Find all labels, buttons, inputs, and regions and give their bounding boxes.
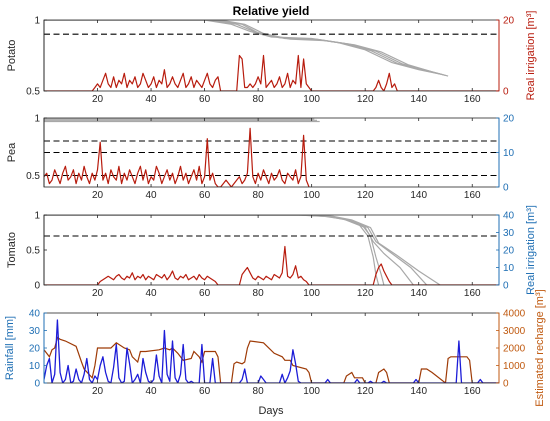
x-tick-label-pea-60: 60 [199,190,211,201]
plot-area-pea [44,118,499,187]
y-right-tick-label-rain-2000: 2000 [503,344,526,355]
x-tick-label-rain-80: 80 [253,386,265,397]
x-tick-label-pea-80: 80 [253,190,265,201]
y-right-tick-label-rain-1000: 1000 [503,361,526,372]
x-tick-label-potato-160: 160 [464,94,481,105]
y-right-tick-label-pea-20: 20 [503,114,515,125]
y-right-tick-label-tomato-0: 0 [503,281,509,292]
x-tick-label-potato-60: 60 [199,94,211,105]
panel-potato: 20 40 60 80 100 120 140 160 0.5 1 0 20 Potato Real ir… [6,11,537,105]
x-tick-label-pea-40: 40 [145,190,157,201]
x-tick-label-pea-100: 100 [303,190,320,201]
y-axis-label-pea: Pea [6,142,18,162]
y-tick-label-pea-1: 1 [34,114,40,125]
x-tick-label-tomato-80: 80 [253,288,265,299]
rainfall-line [44,319,499,383]
x-tick-label-tomato-120: 120 [357,288,374,299]
y-tick-label-tomato-1: 1 [34,211,40,222]
y-tick-label-rain-30: 30 [29,326,41,337]
yield-curve-potato-1 [44,20,441,75]
y-right-tick-label-tomato-20: 20 [503,246,515,257]
y-right-tick-label-rain-3000: 3000 [503,326,526,337]
x-tick-label-tomato-140: 140 [410,288,427,299]
yield-curve-tomato-1 [44,215,380,285]
yield-curve-potato-2 [44,20,443,76]
recharge-line [44,336,499,383]
y-axis-label-tomato: Tomato [6,232,18,268]
y-axis-label-rain: Rainfall [mm] [4,316,16,380]
panel-rain: 20 40 60 80 100 120 140 160 0 10 20 30 40 0 1000 2000 30… [4,289,546,406]
figure-title: Relative yield [233,4,310,18]
x-tick-label-pea-120: 120 [357,190,374,201]
y-axis-label-potato: Potato [6,40,18,72]
y-tick-label-rain-0: 0 [34,379,40,390]
y-right-axis-label-rain: Estimated recharge [m³] [534,289,546,406]
x-tick-label-rain-100: 100 [303,386,320,397]
yield-curve-tomato-3 [44,215,414,285]
y-right-tick-label-tomato-40: 40 [503,211,515,222]
x-tick-label-rain-20: 20 [92,386,104,397]
irrigation-line-tomato [44,245,499,285]
x-tick-label-pea-20: 20 [92,190,104,201]
x-tick-label-tomato-160: 160 [464,288,481,299]
plot-area-potato [44,20,499,91]
panel-tomato: 20 40 60 80 100 120 140 16000.51010203040Tomato… [6,205,537,299]
x-tick-label-potato-20: 20 [92,94,104,105]
y-tick-label-rain-20: 20 [29,344,41,355]
y-right-tick-label-potato-20: 20 [503,16,515,27]
plot-area-rain [44,319,499,383]
x-tick-label-tomato-20: 20 [92,288,104,299]
x-tick-label-potato-140: 140 [410,94,427,105]
x-tick-label-rain-140: 140 [410,386,427,397]
yield-curve-potato-3 [44,20,446,76]
y-right-tick-label-pea-10: 10 [503,148,515,159]
irrigation-line-potato [44,54,499,91]
x-tick-label-tomato-100: 100 [303,288,320,299]
x-tick-label-potato-40: 40 [145,94,157,105]
x-axis-label: Days [258,405,284,417]
y-right-axis-label-tomato: Real irrigation [m³] [525,205,537,295]
x-tick-label-rain-160: 160 [464,386,481,397]
x-tick-label-rain-120: 120 [357,386,374,397]
irrigation-line-pea [44,127,310,187]
x-tick-label-potato-100: 100 [303,94,320,105]
y-tick-label-rain-40: 40 [29,309,41,320]
axes-box-tomato [43,214,500,286]
y-tick-label-potato-1: 1 [34,16,40,27]
y-tick-label-tomato-0: 0 [34,281,40,292]
yield-curve-potato-4 [44,20,449,77]
y-right-tick-label-potato-0: 0 [503,87,509,98]
x-tick-label-potato-120: 120 [357,94,374,105]
yield-curve-tomato-4 [44,215,428,285]
x-tick-label-potato-80: 80 [253,94,265,105]
y-right-tick-label-rain-0: 0 [503,379,509,390]
y-right-tick-label-pea-0: 0 [503,183,509,194]
x-tick-label-rain-40: 40 [145,386,157,397]
yield-curve-tomato-5 [44,215,441,285]
y-tick-label-pea-0.5: 0.5 [26,171,40,182]
y-right-tick-label-tomato-10: 10 [503,263,515,274]
plot-area-tomato [44,215,499,285]
x-tick-label-tomato-60: 60 [199,288,211,299]
x-tick-label-pea-140: 140 [410,190,427,201]
y-right-axis-label-potato: Real irrigation [m³] [525,11,537,101]
x-tick-label-tomato-40: 40 [145,288,157,299]
y-tick-label-tomato-0.5: 0.5 [26,246,40,257]
y-tick-label-rain-10: 10 [29,361,41,372]
x-tick-label-rain-60: 60 [199,386,211,397]
y-tick-label-potato-0.5: 0.5 [26,87,40,98]
y-right-tick-label-rain-4000: 4000 [503,309,526,320]
x-tick-label-pea-160: 160 [464,190,481,201]
y-right-tick-label-tomato-30: 30 [503,228,515,239]
yield-curve-tomato-2 [44,215,385,285]
